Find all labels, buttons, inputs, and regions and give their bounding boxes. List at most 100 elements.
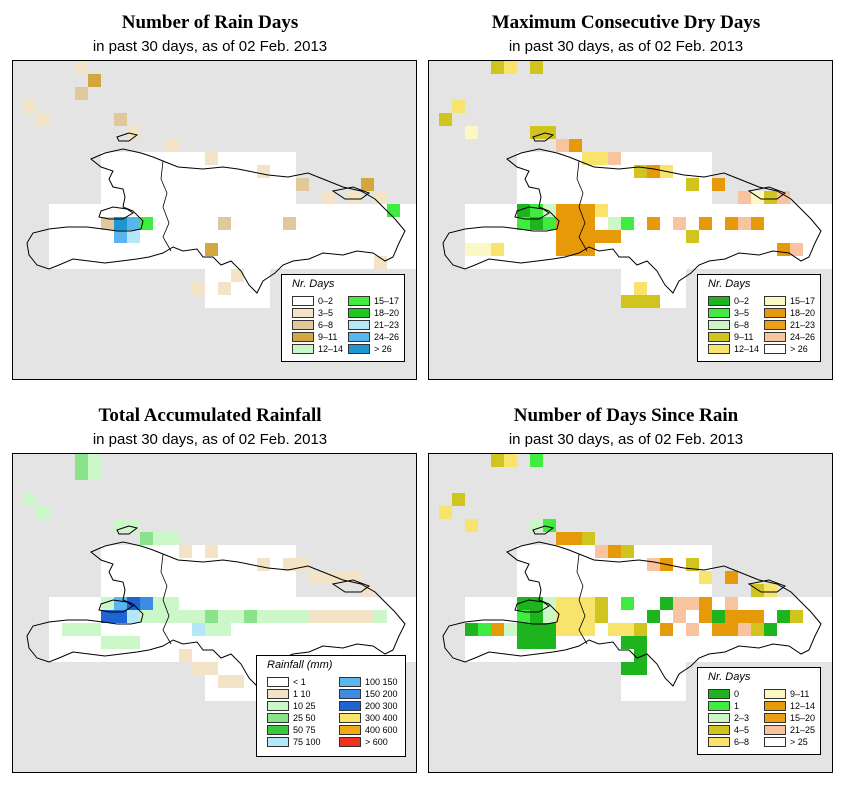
grid-cell	[322, 610, 335, 623]
grid-cell	[192, 584, 205, 597]
grid-cell	[725, 610, 738, 623]
grid-cell	[348, 204, 361, 217]
grid-cell	[803, 217, 816, 230]
grid-cell	[179, 204, 192, 217]
grid-cell	[582, 610, 595, 623]
grid-cell	[62, 204, 75, 217]
grid-cell	[660, 282, 673, 295]
grid-cell	[608, 217, 621, 230]
coastline	[331, 579, 371, 593]
grid-cell	[764, 597, 777, 610]
grid-cell	[660, 295, 673, 308]
legend-swatch	[292, 331, 314, 342]
grid-cell	[374, 256, 387, 269]
grid-cell	[777, 623, 790, 636]
grid-cell	[686, 217, 699, 230]
legend-item: 3–5	[292, 307, 333, 318]
grid-cell	[517, 152, 530, 165]
grid-cell	[127, 165, 140, 178]
grid-cell	[530, 230, 543, 243]
legend-swatch	[708, 319, 730, 330]
grid-cell	[88, 467, 101, 480]
grid-cell	[530, 597, 543, 610]
grid-cell	[686, 178, 699, 191]
grid-cell	[127, 649, 140, 662]
legend-label: 1	[734, 700, 740, 711]
grid-cell	[556, 649, 569, 662]
legend-swatch	[267, 688, 289, 699]
grid-cell	[725, 230, 738, 243]
grid-cell	[309, 204, 322, 217]
grid-cell	[829, 649, 832, 662]
grid-cell	[699, 571, 712, 584]
grid-cell	[660, 636, 673, 649]
grid-cell	[647, 571, 660, 584]
grid-cell	[660, 571, 673, 584]
grid-cell	[127, 545, 140, 558]
grid-cell	[634, 152, 647, 165]
legend-item: 10 25	[267, 700, 316, 711]
grid-cell	[75, 230, 88, 243]
grid-cell	[725, 571, 738, 584]
grid-cell	[283, 597, 296, 610]
legend-item: 4–5	[708, 724, 749, 735]
grid-cell	[218, 295, 231, 308]
grid-cell	[686, 649, 699, 662]
grid-cell	[504, 217, 517, 230]
legend-swatch	[348, 331, 370, 342]
grid-cell	[764, 649, 777, 662]
grid-cell	[647, 217, 660, 230]
grid-cell	[699, 545, 712, 558]
grid-cell	[543, 623, 556, 636]
grid-cell	[738, 256, 751, 269]
grid-cell	[192, 178, 205, 191]
grid-cell	[491, 230, 504, 243]
grid-cell	[686, 610, 699, 623]
grid-cell	[127, 623, 140, 636]
grid-cell	[465, 217, 478, 230]
grid-cell	[699, 584, 712, 597]
legend-label: 6–8	[318, 319, 334, 330]
grid-cell	[270, 545, 283, 558]
panel-title: Number of Rain Days	[121, 12, 299, 33]
grid-cell	[322, 571, 335, 584]
grid-cell	[348, 191, 361, 204]
grid-cell	[179, 623, 192, 636]
coastline	[514, 599, 550, 613]
grid-cell	[153, 623, 166, 636]
grid-cell	[413, 256, 416, 269]
grid-cell	[569, 230, 582, 243]
grid-cell	[621, 217, 634, 230]
grid-cell	[660, 191, 673, 204]
legend-label: 3–5	[734, 307, 750, 318]
grid-cell	[621, 675, 634, 688]
legend-swatch	[764, 307, 786, 318]
grid-cell	[725, 649, 738, 662]
grid-cell	[686, 545, 699, 558]
grid-cell	[218, 584, 231, 597]
grid-cell	[465, 256, 478, 269]
grid-cell	[270, 558, 283, 571]
grid-cell	[296, 204, 309, 217]
grid-cell	[764, 217, 777, 230]
grid-cell	[218, 230, 231, 243]
grid-cell	[205, 282, 218, 295]
grid-cell	[192, 217, 205, 230]
legend-label: 0	[734, 688, 740, 699]
legend-item: 50 75	[267, 724, 316, 735]
grid-cell	[608, 584, 621, 597]
grid-cell	[686, 597, 699, 610]
legend-swatch	[708, 700, 730, 711]
grid-cell	[88, 454, 101, 467]
grid-cell	[504, 623, 517, 636]
grid-cell	[621, 295, 634, 308]
grid-cell	[647, 165, 660, 178]
grid-cell	[699, 230, 712, 243]
grid-cell	[231, 230, 244, 243]
coastline	[532, 132, 555, 142]
grid-cell	[374, 597, 387, 610]
grid-cell	[49, 636, 62, 649]
coastline	[26, 541, 406, 687]
grid-cell	[647, 256, 660, 269]
grid-cell	[530, 204, 543, 217]
